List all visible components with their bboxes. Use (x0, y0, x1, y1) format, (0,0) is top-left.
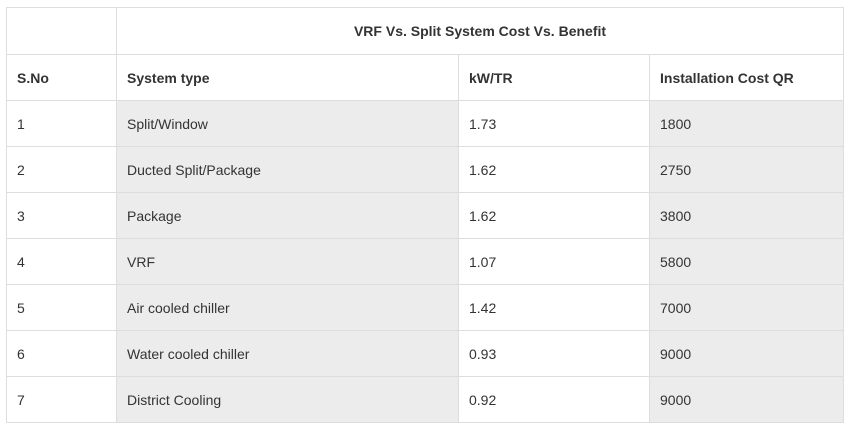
cell-kw-tr: 0.92 (458, 376, 650, 423)
table-corner-cell (6, 7, 117, 55)
cell-kw-tr: 1.73 (458, 100, 650, 147)
cell-sno: 7 (6, 376, 117, 423)
cell-system-type: Ducted Split/Package (116, 146, 459, 193)
cell-system-type: Split/Window (116, 100, 459, 147)
cell-system-type: VRF (116, 238, 459, 285)
cell-installation-cost: 2750 (648, 146, 845, 193)
cell-system-type: District Cooling (116, 376, 459, 423)
table-row: 4 VRF 1.07 5800 (6, 238, 845, 285)
table-header-row: S.No System type kW/TR Installation Cost… (6, 54, 845, 101)
cell-system-type: Air cooled chiller (116, 284, 459, 331)
cell-installation-cost: 7000 (648, 284, 845, 331)
cell-kw-tr: 1.42 (458, 284, 650, 331)
cell-installation-cost: 5800 (648, 238, 845, 285)
comparison-table: VRF Vs. Split System Cost Vs. Benefit S.… (6, 7, 845, 423)
cell-kw-tr: 1.62 (458, 192, 650, 239)
table-row: 5 Air cooled chiller 1.42 7000 (6, 284, 845, 331)
column-header-kw-tr: kW/TR (458, 54, 650, 101)
cell-system-type: Water cooled chiller (116, 330, 459, 377)
cell-sno: 4 (6, 238, 117, 285)
table-row: 3 Package 1.62 3800 (6, 192, 845, 239)
table-row: 6 Water cooled chiller 0.93 9000 (6, 330, 845, 377)
cell-installation-cost: 9000 (648, 376, 845, 423)
cell-sno: 5 (6, 284, 117, 331)
cell-sno: 3 (6, 192, 117, 239)
column-header-installation-cost: Installation Cost QR (648, 54, 845, 101)
table-title: VRF Vs. Split System Cost Vs. Benefit (115, 7, 845, 55)
cell-installation-cost: 1800 (648, 100, 845, 147)
comparison-table-wrapper: VRF Vs. Split System Cost Vs. Benefit S.… (6, 7, 845, 423)
column-header-sno: S.No (6, 54, 117, 101)
cell-installation-cost: 3800 (648, 192, 845, 239)
cell-kw-tr: 1.07 (458, 238, 650, 285)
cell-sno: 1 (6, 100, 117, 147)
cell-installation-cost: 9000 (648, 330, 845, 377)
column-header-system-type: System type (116, 54, 459, 101)
cell-system-type: Package (116, 192, 459, 239)
cell-sno: 6 (6, 330, 117, 377)
cell-kw-tr: 1.62 (458, 146, 650, 193)
table-row: 7 District Cooling 0.92 9000 (6, 376, 845, 423)
table-row: 2 Ducted Split/Package 1.62 2750 (6, 146, 845, 193)
table-row: 1 Split/Window 1.73 1800 (6, 100, 845, 147)
table-title-row: VRF Vs. Split System Cost Vs. Benefit (6, 7, 845, 55)
cell-sno: 2 (6, 146, 117, 193)
cell-kw-tr: 0.93 (458, 330, 650, 377)
